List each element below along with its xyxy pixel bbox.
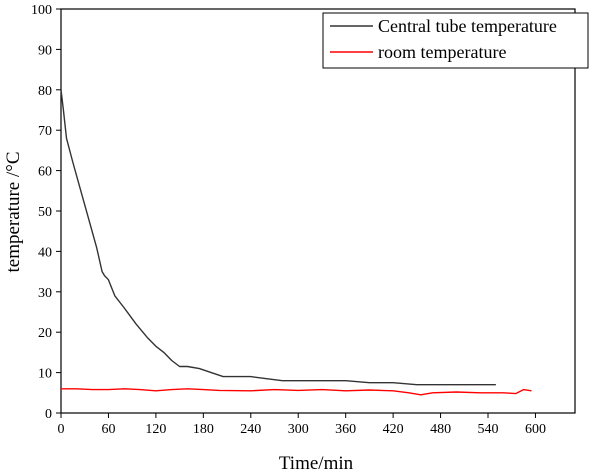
x-tick-label: 240	[240, 422, 261, 437]
y-tick-label: 30	[38, 286, 52, 301]
legend-box	[322, 12, 589, 69]
series-layer	[60, 89, 532, 396]
legend-label-central-tube: Central tube temperature	[378, 16, 557, 36]
y-tick-label: 20	[38, 326, 52, 341]
x-tick-label: 60	[101, 422, 115, 437]
series-line-central-tube	[60, 89, 496, 386]
x-tick-label: 0	[58, 422, 65, 437]
y-tick-label: 40	[38, 245, 52, 260]
y-tick-label: 70	[38, 124, 52, 139]
legend: Central tube temperature room temperatur…	[322, 12, 589, 69]
x-tick-label: 360	[335, 422, 356, 437]
x-tick-label: 120	[145, 422, 166, 437]
y-tick-label: 50	[38, 205, 52, 220]
x-tick-label: 420	[383, 422, 404, 437]
plot-frame	[60, 8, 576, 414]
y-tick-label: 60	[38, 165, 52, 180]
y-tick-label: 0	[45, 407, 52, 422]
y-axis-title: temperature /°C	[3, 151, 24, 272]
y-axis: 0 10 20 30 40 50 60 70 80 90 100	[31, 3, 61, 422]
x-tick-label: 600	[525, 422, 546, 437]
x-tick-label: 540	[478, 422, 499, 437]
y-tick-label: 80	[38, 84, 52, 99]
y-tick-label: 100	[31, 3, 52, 18]
legend-label-room: room temperature	[378, 42, 506, 62]
x-axis-title: Time/min	[279, 453, 354, 474]
y-tick-label: 10	[38, 367, 52, 382]
series-line-room	[61, 388, 532, 396]
x-tick-label: 300	[288, 422, 309, 437]
y-tick-label: 90	[38, 43, 52, 58]
x-axis: 0 60 120 180 240 300 360 420 480 540 600	[58, 413, 546, 437]
x-tick-label: 180	[193, 422, 214, 437]
x-tick-label: 480	[430, 422, 451, 437]
